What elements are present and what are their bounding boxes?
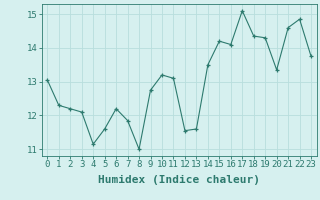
X-axis label: Humidex (Indice chaleur): Humidex (Indice chaleur) xyxy=(98,175,260,185)
